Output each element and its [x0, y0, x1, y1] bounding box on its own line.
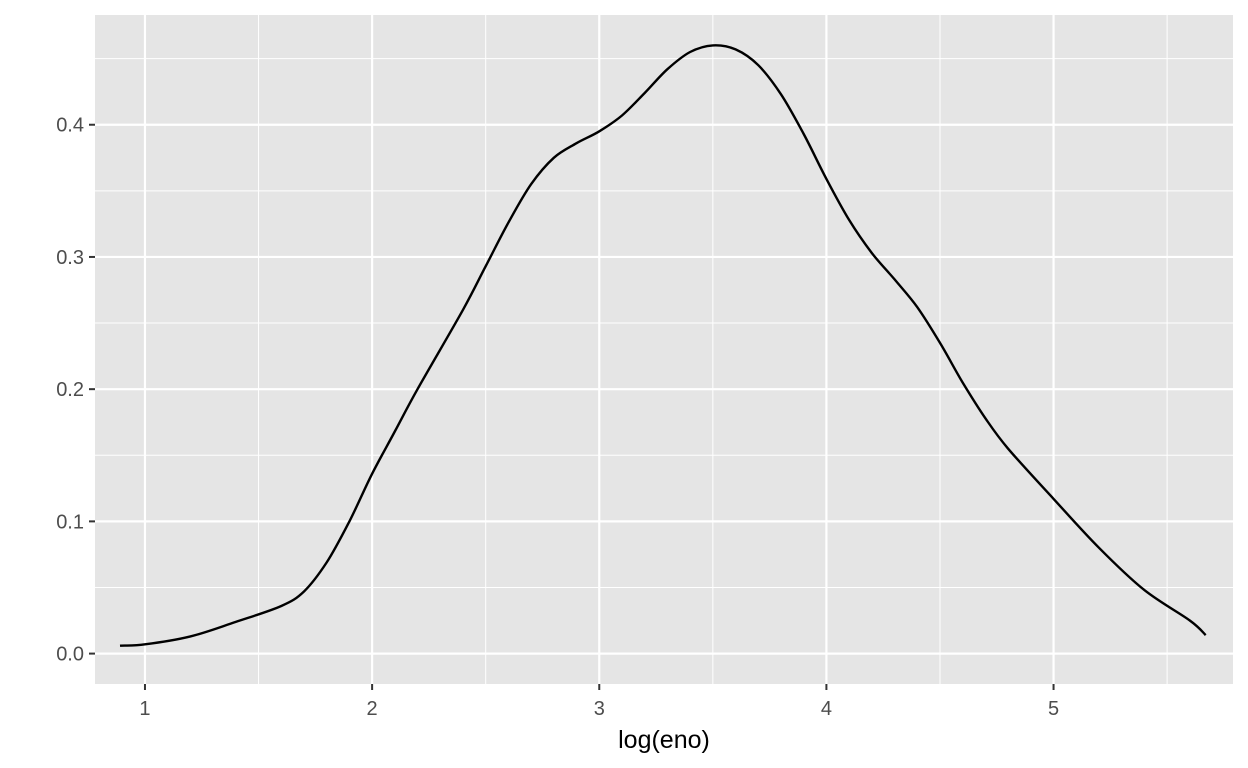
y-tick-label: 0.0 — [56, 644, 84, 666]
x-axis: 1 2 3 4 5 — [139, 684, 1059, 720]
y-tick-label: 0.4 — [56, 115, 84, 137]
x-tick-label: 3 — [594, 698, 605, 720]
y-tick-label: 0.3 — [56, 247, 84, 269]
x-tick-label: 1 — [139, 698, 150, 720]
plot-panel — [95, 15, 1233, 684]
density-curve — [119, 44, 1207, 647]
y-tick-label: 0.2 — [56, 379, 84, 401]
y-axis: 0.0 0.1 0.2 0.3 0.4 — [56, 115, 95, 666]
x-tick-label: 2 — [367, 698, 378, 720]
x-tick-label: 4 — [821, 698, 832, 720]
minor-gridlines — [95, 15, 1233, 684]
y-tick-label: 0.1 — [56, 511, 84, 533]
x-axis-title: log(eno) — [618, 726, 710, 754]
x-tick-label: 5 — [1048, 698, 1059, 720]
major-gridlines — [95, 15, 1233, 684]
